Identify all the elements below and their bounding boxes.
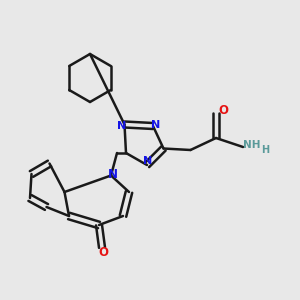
Text: N: N (143, 156, 152, 167)
Text: O: O (98, 245, 109, 259)
Text: N: N (118, 121, 127, 131)
Text: H: H (261, 145, 270, 155)
Text: N: N (152, 119, 160, 130)
Text: NH: NH (243, 140, 261, 150)
Text: O: O (218, 104, 229, 118)
Text: N: N (107, 167, 118, 181)
